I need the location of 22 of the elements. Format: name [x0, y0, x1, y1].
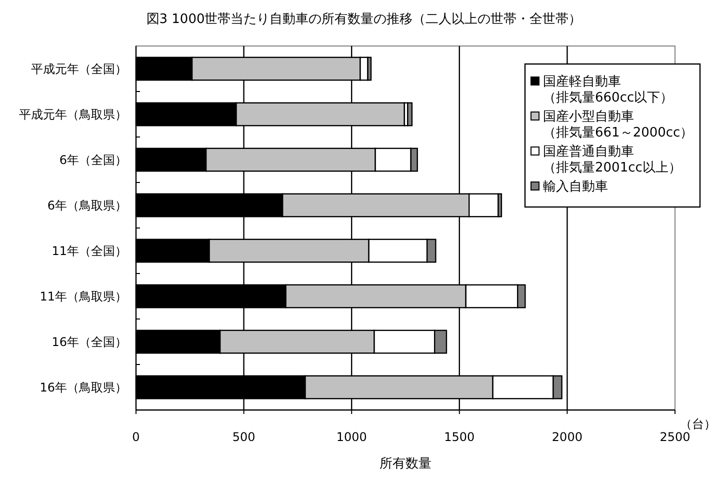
y-tick-label: 16年（全国） — [52, 334, 127, 349]
y-tick-label: 平成元年（全国） — [31, 62, 127, 76]
y-tick-label: 6年（鳥取県） — [47, 198, 127, 212]
x-tick-label: 1500 — [444, 430, 475, 444]
x-tick-label: 500 — [232, 430, 256, 444]
x-tick-label: 0 — [132, 430, 140, 444]
y-tick-label: 11年（鳥取県） — [40, 289, 127, 304]
chart-title: 図3 1000世帯当たり自動車の所有数量の推移（二人以上の世帯・全世帯） — [146, 12, 582, 27]
y-tick-label: 平成元年（鳥取県） — [19, 107, 127, 122]
legend-label: 国産普通自動車（排気量2001cc以上） — [543, 144, 682, 176]
legend-label: 輸入自動車 — [543, 180, 608, 195]
x-axis-title: 所有数量 — [380, 456, 432, 472]
y-tick-label: 6年（全国） — [59, 152, 127, 167]
x-tick-label: 2000 — [552, 430, 582, 444]
y-tick-label: 16年（鳥取県） — [40, 380, 127, 394]
legend-label: 国産軽自動車（排気量660cc以下） — [543, 74, 674, 106]
x-tick-label: 2500 — [660, 430, 690, 444]
x-tick-label: 1000 — [336, 430, 367, 444]
legend-label: 国産小型自動車（排気量661～2000cc） — [543, 108, 694, 141]
text: （台） — [680, 417, 716, 432]
y-tick-label: 11年（全国） — [52, 244, 127, 258]
bar — [407, 102, 413, 126]
